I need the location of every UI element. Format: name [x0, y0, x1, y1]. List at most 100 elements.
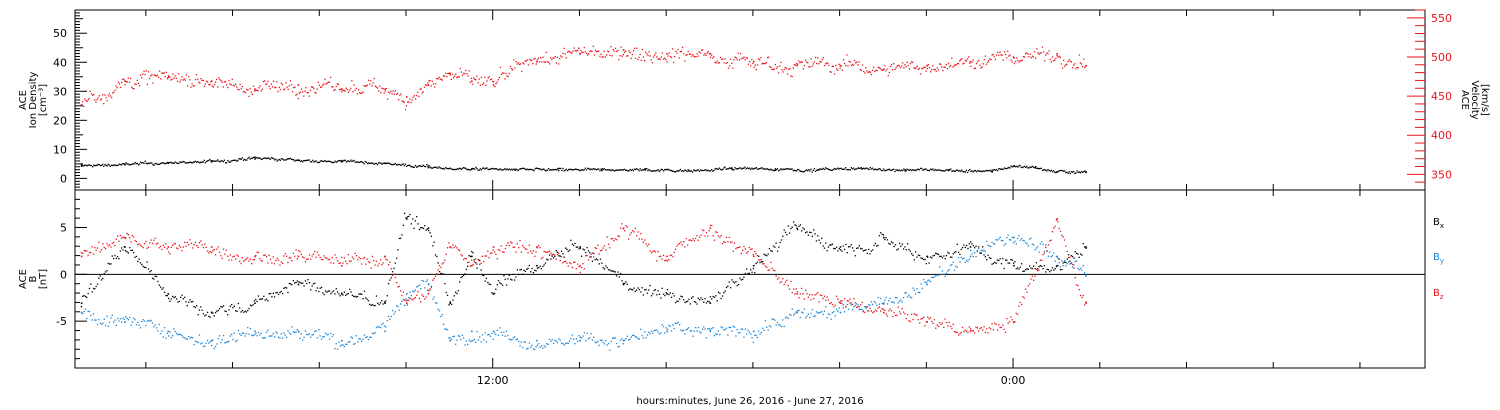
data-point: [978, 248, 980, 250]
data-point: [1026, 52, 1028, 54]
data-point: [577, 246, 579, 248]
data-point: [1079, 62, 1081, 64]
data-point: [514, 67, 516, 69]
data-point: [298, 92, 300, 94]
data-point: [885, 313, 887, 315]
data-point: [819, 242, 822, 244]
data-point: [1082, 243, 1084, 245]
data-point: [992, 329, 995, 331]
data-point: [941, 170, 943, 172]
data-point: [604, 169, 607, 171]
data-point: [86, 100, 88, 103]
data-point: [188, 301, 190, 303]
data-point: [879, 67, 881, 70]
data-point: [354, 295, 356, 298]
data-point: [646, 245, 649, 247]
data-point: [894, 244, 897, 246]
data-point: [1031, 275, 1033, 277]
data-point: [971, 243, 973, 245]
data-point: [990, 328, 992, 330]
data-point: [775, 169, 778, 171]
data-point: [495, 288, 497, 290]
data-point: [953, 170, 955, 172]
data-point: [1080, 253, 1082, 255]
data-point: [566, 262, 568, 264]
data-point: [799, 224, 801, 226]
data-point: [333, 89, 335, 92]
data-point: [253, 259, 256, 261]
data-point: [381, 163, 383, 165]
data-point: [251, 305, 253, 307]
data-point: [579, 53, 581, 55]
data-point: [951, 256, 953, 258]
data-point: [865, 307, 867, 309]
data-point: [719, 236, 721, 238]
data-point: [755, 334, 757, 336]
data-point: [1012, 56, 1014, 58]
data-point: [724, 290, 726, 292]
data-point: [685, 237, 687, 240]
data-point: [998, 324, 1000, 326]
data-point: [155, 275, 158, 278]
data-point: [1014, 261, 1016, 263]
data-point: [94, 165, 96, 167]
data-point: [873, 300, 875, 303]
data-point: [602, 56, 604, 58]
data-point: [438, 76, 440, 78]
data-point: [157, 280, 159, 283]
data-point: [931, 169, 933, 171]
data-point: [254, 90, 256, 92]
data-point: [653, 330, 655, 332]
data-point: [133, 163, 135, 165]
data-point: [413, 297, 415, 300]
data-point: [1065, 261, 1067, 264]
data-point: [921, 68, 923, 70]
data-point: [421, 279, 423, 282]
data-point: [354, 342, 356, 345]
data-point: [190, 301, 193, 303]
data-point: [560, 55, 562, 57]
data-point: [707, 328, 709, 330]
data-point: [312, 333, 315, 336]
data-point: [204, 243, 206, 245]
data-point: [816, 62, 818, 65]
data-point: [515, 276, 517, 278]
data-point: [396, 282, 398, 284]
data-point: [781, 69, 783, 71]
data-point: [983, 249, 985, 251]
data-point: [860, 247, 862, 250]
data-point: [353, 84, 355, 86]
data-point: [926, 321, 928, 323]
data-point: [154, 75, 156, 77]
data-point: [488, 283, 490, 285]
data-point: [404, 163, 407, 165]
data-point: [221, 257, 223, 260]
data-point: [518, 273, 520, 276]
data-point: [809, 170, 811, 172]
data-point: [1063, 170, 1065, 172]
data-point: [374, 304, 376, 307]
data-point: [349, 89, 351, 91]
data-point: [202, 246, 205, 249]
data-point: [492, 338, 494, 340]
data-point: [1023, 270, 1025, 272]
data-point: [456, 339, 458, 341]
data-point: [783, 168, 785, 170]
data-point: [1058, 170, 1060, 172]
data-point: [674, 171, 676, 173]
data-point: [1071, 263, 1074, 265]
data-point: [657, 290, 659, 292]
data-point: [331, 85, 333, 88]
data-point: [714, 61, 716, 63]
data-point: [247, 327, 249, 329]
data-point: [644, 289, 646, 291]
data-point: [582, 263, 584, 265]
data-point: [1000, 54, 1002, 56]
data-point: [825, 242, 827, 244]
data-point: [926, 64, 928, 67]
data-point: [432, 83, 435, 85]
data-point: [499, 282, 501, 284]
data-point: [816, 169, 818, 171]
data-point: [497, 334, 500, 337]
data-point: [166, 78, 169, 80]
